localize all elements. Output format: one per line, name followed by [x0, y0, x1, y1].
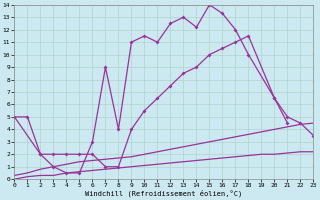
X-axis label: Windchill (Refroidissement éolien,°C): Windchill (Refroidissement éolien,°C) [85, 190, 243, 197]
